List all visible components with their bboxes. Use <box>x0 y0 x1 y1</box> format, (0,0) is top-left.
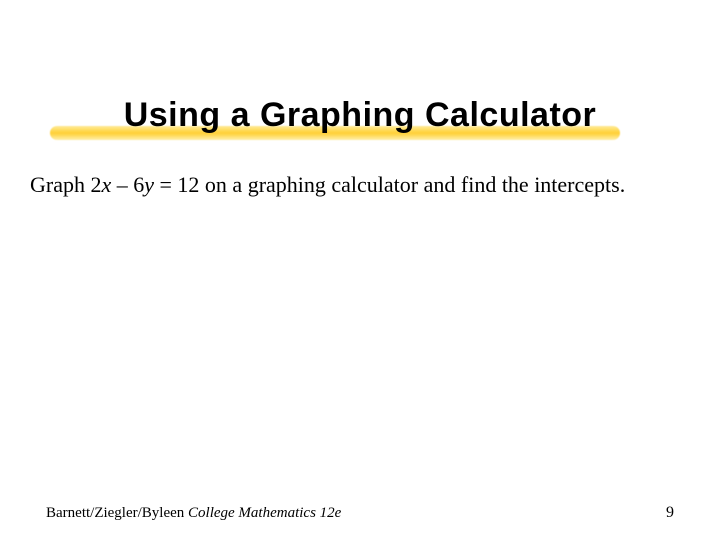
footer-source-plain: Barnett/Ziegler/Byleen <box>46 505 188 521</box>
body-suffix: = 12 on a graphing calculator and find t… <box>154 172 625 197</box>
body-var-y: y <box>144 172 154 197</box>
footer-page-number: 9 <box>666 504 674 522</box>
slide-body: Graph 2x – 6y = 12 on a graphing calcula… <box>30 170 690 200</box>
body-mid: – 6 <box>111 172 144 197</box>
body-prefix: Graph 2 <box>30 172 101 197</box>
footer-source: Barnett/Ziegler/Byleen College Mathemati… <box>46 505 341 522</box>
footer-source-italic: College Mathematics 12e <box>188 505 341 521</box>
body-var-x: x <box>101 172 111 197</box>
slide-footer: Barnett/Ziegler/Byleen College Mathemati… <box>46 504 674 522</box>
slide-title: Using a Graphing Calculator <box>124 96 597 135</box>
